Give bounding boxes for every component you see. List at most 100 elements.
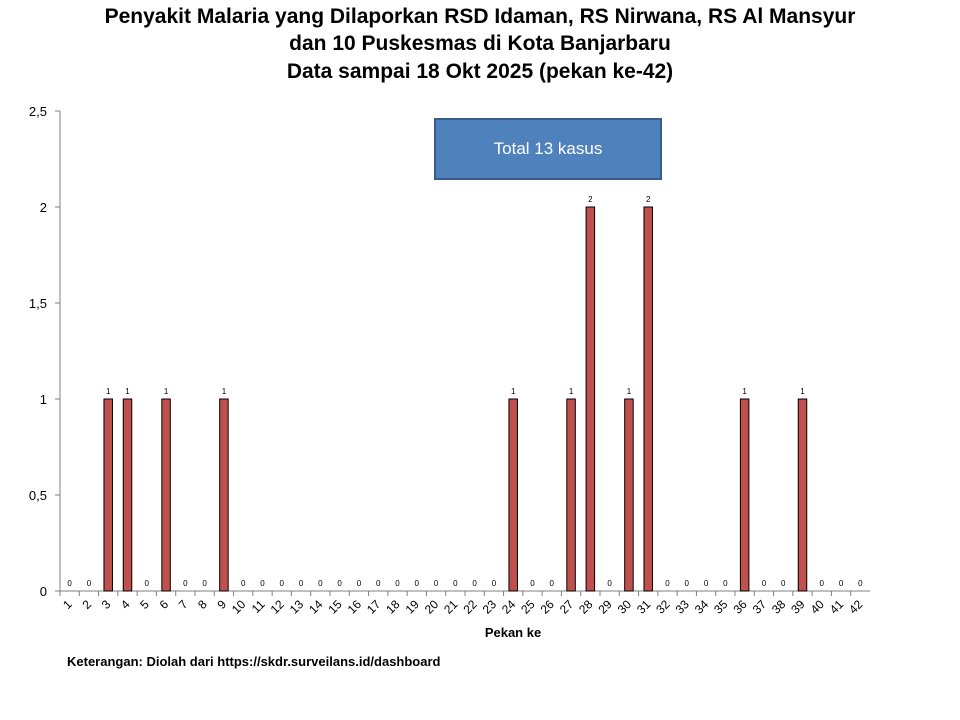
x-tick-label: 20 (422, 597, 442, 617)
data-label: 0 (858, 579, 863, 588)
data-label: 0 (472, 579, 477, 588)
data-label: 0 (202, 579, 207, 588)
data-label: 0 (492, 579, 497, 588)
data-label: 0 (820, 579, 825, 588)
data-label: 0 (241, 579, 246, 588)
x-tick-label: 21 (441, 597, 461, 617)
x-tick-label: 5 (137, 597, 152, 612)
x-tick-label: 9 (214, 597, 229, 612)
data-label: 0 (67, 579, 72, 588)
x-tick-label: 13 (287, 597, 307, 617)
x-tick-label: 12 (268, 597, 288, 617)
y-tick-label: 0,5 (29, 488, 47, 503)
y-tick-label: 2 (40, 200, 47, 215)
data-label: 0 (434, 579, 439, 588)
bar (797, 398, 808, 592)
data-label: 0 (337, 579, 342, 588)
x-tick-label: 40 (808, 597, 828, 617)
data-label: 2 (646, 195, 651, 204)
x-tick-label: 31 (634, 597, 654, 617)
x-tick-label: 7 (176, 597, 191, 612)
data-label: 0 (145, 579, 150, 588)
x-tick-label: 19 (403, 597, 423, 617)
bar (508, 398, 518, 592)
x-tick-label: 29 (595, 597, 615, 617)
data-label: 0 (280, 579, 285, 588)
bar (585, 206, 596, 592)
data-label: 0 (781, 579, 786, 588)
source-note: Keterangan: Diolah dari https://skdr.sur… (67, 654, 441, 669)
bar (643, 206, 653, 592)
x-tick-label: 1 (60, 597, 75, 612)
bar (161, 398, 171, 592)
x-tick-label: 11 (249, 597, 268, 616)
x-tick-label: 16 (345, 597, 365, 617)
total-cases-box: Total 13 kasus (434, 118, 662, 180)
chart-title-line-1: Penyakit Malaria yang Dilaporkan RSD Ida… (104, 5, 856, 28)
x-tick-label: 18 (383, 597, 403, 617)
data-label: 0 (704, 579, 709, 588)
bar (103, 398, 113, 592)
x-tick-label: 17 (364, 597, 384, 617)
data-label: 2 (588, 195, 593, 204)
chart-title-line-2: dan 10 Puskesmas di Kota Banjarbaru (289, 32, 671, 55)
y-tick-label: 1 (40, 392, 47, 407)
x-tick-label: 6 (157, 597, 172, 612)
data-label: 1 (106, 387, 111, 396)
data-label: 0 (550, 579, 555, 588)
y-tick-label: 2,5 (29, 104, 47, 119)
x-tick-label: 15 (325, 597, 345, 617)
x-tick-label: 41 (827, 597, 847, 617)
bar (122, 398, 133, 592)
data-label: 0 (762, 579, 767, 588)
data-label: 0 (318, 579, 323, 588)
x-tick-label: 23 (480, 597, 500, 617)
data-label: 0 (453, 579, 458, 588)
data-label: 0 (685, 579, 690, 588)
x-tick-label: 25 (518, 597, 538, 617)
data-label: 0 (357, 579, 362, 588)
data-label: 1 (511, 387, 516, 396)
data-label: 0 (87, 579, 92, 588)
x-tick-label: 3 (99, 597, 114, 612)
data-label: 0 (415, 579, 420, 588)
x-tick-label: 35 (711, 597, 731, 617)
data-label: 0 (395, 579, 400, 588)
data-label: 0 (376, 579, 381, 588)
data-label: 1 (125, 387, 130, 396)
data-label: 0 (183, 579, 188, 588)
x-tick-label: 39 (788, 597, 808, 617)
chart-title-line-3: Data sampai 18 Okt 2025 (pekan ke-42) (286, 60, 674, 83)
x-tick-label: 37 (750, 597, 770, 617)
data-label: 0 (299, 579, 304, 588)
x-tick-label: 2 (79, 597, 94, 612)
data-label: 1 (164, 387, 169, 396)
x-axis-title: Pekan ke (485, 625, 541, 640)
x-tick-label: 22 (460, 597, 480, 617)
x-tick-label: 14 (306, 597, 326, 617)
data-label: 0 (530, 579, 535, 588)
data-label: 1 (627, 387, 632, 396)
x-tick-label: 4 (118, 597, 133, 612)
data-label: 0 (839, 579, 844, 588)
data-label: 1 (742, 387, 747, 396)
x-tick-label: 34 (692, 597, 712, 617)
data-label: 1 (569, 387, 574, 396)
data-label: 0 (665, 579, 670, 588)
x-tick-label: 26 (538, 597, 558, 617)
data-label: 0 (607, 579, 612, 588)
data-label: 0 (260, 579, 265, 588)
x-tick-label: 33 (673, 597, 693, 617)
x-tick-label: 28 (576, 597, 596, 617)
bar (739, 398, 750, 592)
x-tick-label: 8 (195, 597, 210, 612)
x-tick-label: 38 (769, 597, 789, 617)
bar (566, 398, 576, 592)
data-label: 0 (723, 579, 728, 588)
x-tick-label: 30 (615, 597, 635, 617)
x-tick-label: 42 (846, 597, 866, 617)
y-tick-label: 1,5 (29, 296, 47, 311)
bar (219, 398, 229, 592)
data-label: 1 (800, 387, 805, 396)
